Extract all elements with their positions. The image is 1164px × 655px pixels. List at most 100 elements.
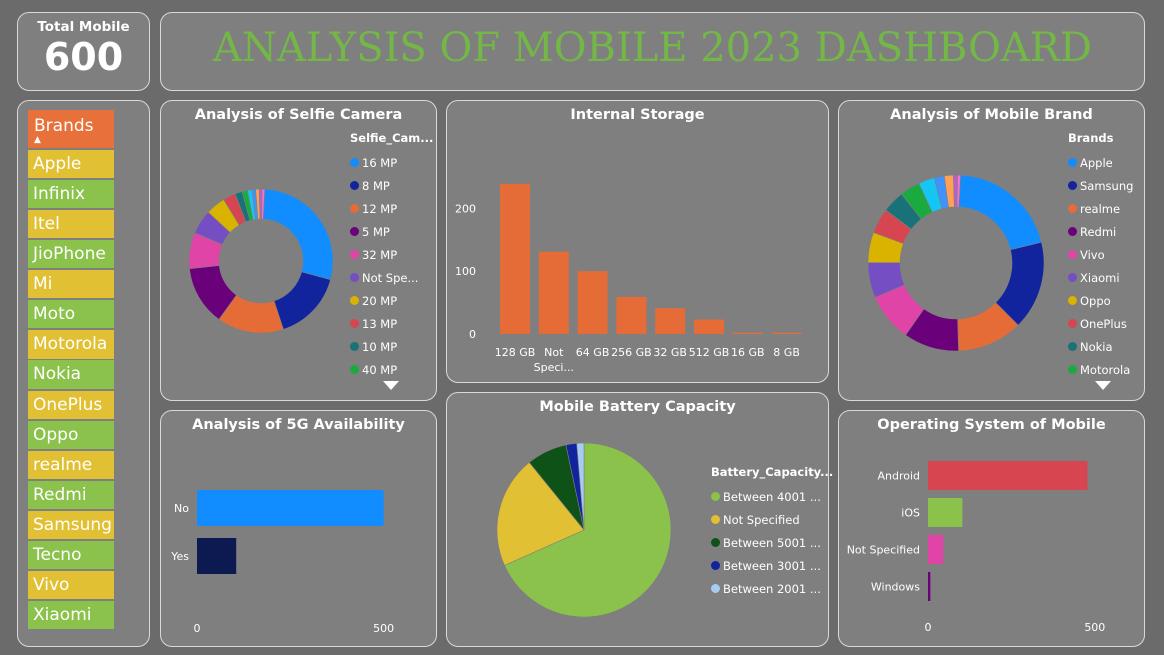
bar-ios[interactable] — [928, 498, 963, 527]
legend-item[interactable]: 32 MP — [350, 243, 433, 266]
legend-item[interactable]: Not Spe... — [350, 266, 433, 289]
legend-item[interactable]: 40 MP — [350, 358, 433, 381]
legend-item[interactable]: 12 MP — [350, 197, 433, 220]
slice-between-4001-[interactable] — [504, 442, 672, 618]
slice-16-mp[interactable] — [262, 188, 334, 281]
legend-item[interactable]: Between 3001 ... — [711, 554, 833, 577]
legend-marker — [350, 181, 359, 190]
bar-128-gb[interactable] — [500, 183, 530, 334]
bar-256-gb[interactable] — [616, 296, 647, 334]
chart-title: Operating System of Mobile — [877, 417, 1106, 433]
bar-windows[interactable] — [928, 572, 931, 601]
legend-item[interactable]: Not Specified — [711, 508, 833, 531]
bar-32-gb[interactable] — [655, 308, 686, 334]
y-category-label: Yes — [170, 550, 189, 563]
legend-marker — [1068, 158, 1077, 167]
bar-android[interactable] — [928, 461, 1088, 490]
slicer-item-apple[interactable]: Apple — [28, 149, 114, 179]
slicer-item-oneplus[interactable]: OnePlus — [28, 390, 114, 419]
bar-not-specified[interactable] — [928, 535, 944, 564]
sort-ascending-icon[interactable]: ▲ — [34, 135, 41, 145]
legend-marker — [1068, 250, 1077, 259]
legend-item[interactable]: OnePlus — [1068, 312, 1133, 335]
bar-512-gb[interactable] — [694, 319, 724, 334]
legend-label: 16 MP — [362, 155, 398, 170]
slicer-header[interactable]: Brands ▲ — [28, 110, 114, 148]
y-category-label: Not Specified — [847, 544, 920, 557]
legend-item[interactable]: 10 MP — [350, 335, 433, 358]
bar-64-gb[interactable] — [577, 271, 608, 334]
brand-slicer-card: Brands ▲ Apple Infinix Itel JioPhone Mi Moto M… — [17, 100, 150, 647]
legend-marker — [1068, 319, 1077, 328]
slicer-items: Apple Infinix Itel JioPhone Mi Moto Motorola No… — [28, 149, 114, 630]
legend-item[interactable]: realme — [1068, 197, 1133, 220]
legend-marker — [1068, 204, 1077, 213]
legend-item[interactable]: Nokia — [1068, 335, 1133, 358]
legend-item[interactable]: 16 MP — [350, 151, 433, 174]
legend-item[interactable]: 13 MP — [350, 312, 433, 335]
legend-item[interactable]: 5 MP — [350, 220, 433, 243]
selfie-donut-chart[interactable] — [181, 181, 341, 341]
slicer-item-samsung[interactable]: Samsung — [28, 510, 114, 540]
bar-not-speci-[interactable] — [538, 251, 569, 334]
legend-item[interactable]: Between 2001 ... — [711, 577, 833, 600]
y-tick-label: 200 — [455, 202, 476, 215]
slicer-item-xiaomi[interactable]: Xiaomi — [28, 601, 114, 630]
slice-other-14[interactable] — [261, 188, 266, 220]
legend-label: Samsung — [1080, 178, 1134, 193]
slicer-item-redmi[interactable]: Redmi — [28, 480, 114, 509]
slice-apple[interactable] — [958, 174, 1042, 251]
legend-label: Between 5001 ... — [723, 535, 821, 550]
slicer-item-jiophone[interactable]: JioPhone — [28, 240, 114, 269]
slicer-item-oppo[interactable]: Oppo — [28, 420, 114, 449]
internal-storage-bar-chart[interactable]: 0 100 200 128 GB Not Speci...64 GB 256 GB 32 GB… — [447, 101, 827, 381]
5g-bar-chart[interactable]: No Yes 0 500 — [161, 411, 436, 646]
slicer-item-itel[interactable]: Itel — [28, 210, 114, 239]
brand-legend: Brands Apple Samsung realme Redmi Vivo Xiaomi… — [1068, 131, 1133, 381]
slice-other-14[interactable] — [956, 174, 961, 208]
legend-item[interactable]: 8 MP — [350, 174, 433, 197]
legend-label: realme — [1080, 201, 1121, 216]
legend-item[interactable]: Between 5001 ... — [711, 531, 833, 554]
legend-item[interactable]: Vivo — [1068, 243, 1133, 266]
slicer-item-mi[interactable]: Mi — [28, 270, 114, 299]
battery-pie-chart[interactable] — [493, 439, 675, 621]
legend-item[interactable]: Xiaomi — [1068, 266, 1133, 289]
legend-item[interactable]: Redmi — [1068, 220, 1133, 243]
slice-between-2001-[interactable] — [576, 442, 585, 531]
x-tick-label: 0 — [194, 622, 201, 635]
bar-yes[interactable] — [197, 538, 237, 574]
slicer-item-tecno[interactable]: Tecno — [28, 540, 114, 570]
legend-label: Redmi — [1080, 224, 1117, 239]
slicer-item-nokia[interactable]: Nokia — [28, 360, 114, 389]
legend-item[interactable]: Samsung — [1068, 174, 1133, 197]
os-bar-chart[interactable]: Android iOS Not Specified Windows 0 500 — [839, 411, 1144, 646]
legend-item[interactable]: Apple — [1068, 151, 1133, 174]
legend-label: 32 MP — [362, 247, 398, 262]
x-tick-label: 500 — [373, 622, 394, 635]
x-tick-label: Speci... — [534, 361, 574, 374]
slicer-item-moto[interactable]: Moto — [28, 300, 114, 329]
bar-no[interactable] — [197, 490, 384, 526]
slicer-item-motorola[interactable]: Motorola — [28, 330, 114, 359]
slice-not-specified[interactable] — [496, 461, 585, 566]
slicer-item-infinix[interactable]: Infinix — [28, 179, 114, 209]
kpi-label: Total Mobile — [37, 19, 130, 35]
slice-8-mp[interactable] — [273, 271, 331, 330]
legend-item[interactable]: Oppo — [1068, 289, 1133, 312]
x-tick-label: Not — [544, 346, 564, 359]
bar-8-gb[interactable] — [771, 332, 802, 334]
kpi-value: 600 — [43, 35, 124, 79]
brand-donut-chart[interactable] — [866, 168, 1046, 358]
legend-item[interactable]: 20 MP — [350, 289, 433, 312]
x-tick-label: 256 GB — [611, 346, 652, 359]
slicer-item-realme[interactable]: realme — [28, 450, 114, 479]
bar-16-gb[interactable] — [732, 332, 763, 334]
legend-item[interactable]: Between 4001 ... — [711, 485, 833, 508]
legend-scroll-down-icon[interactable] — [383, 381, 399, 390]
legend-item[interactable]: Motorola — [1068, 358, 1133, 381]
slicer-item-vivo[interactable]: Vivo — [28, 570, 114, 600]
chart-title: Analysis of Selfie Camera — [194, 107, 403, 123]
legend-scroll-down-icon[interactable] — [1095, 381, 1111, 390]
legend-marker — [1068, 273, 1077, 282]
